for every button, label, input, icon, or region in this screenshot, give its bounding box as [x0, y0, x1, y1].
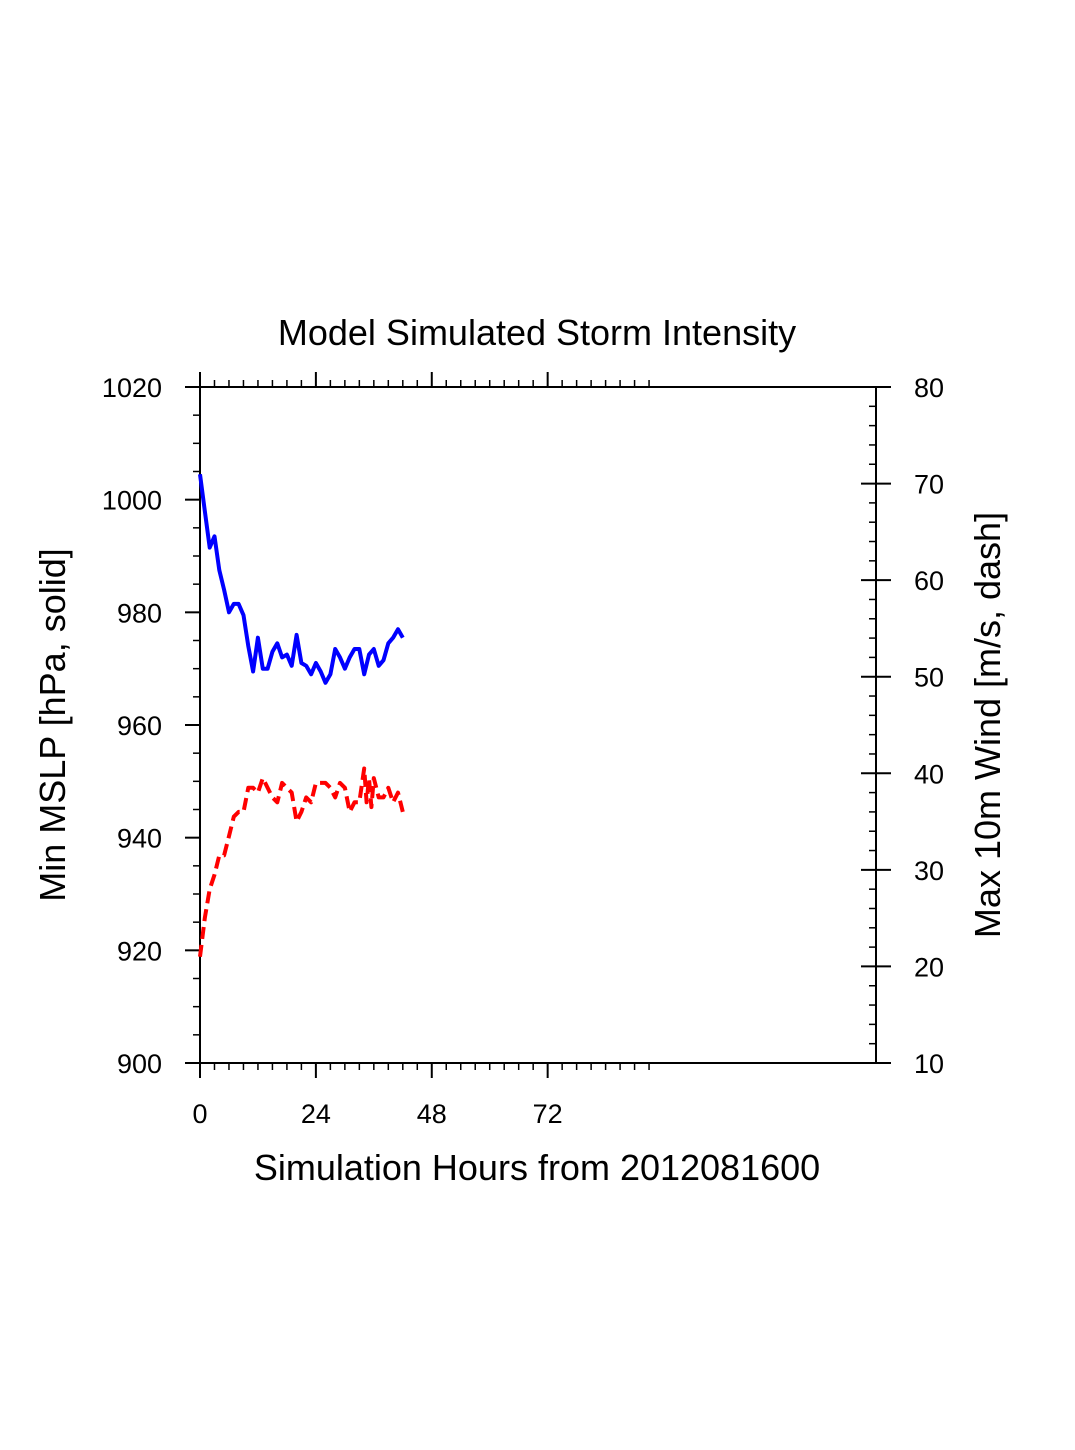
y-right-tick-label: 50 [914, 663, 944, 693]
y-left-tick-label: 1020 [102, 373, 162, 403]
y-right-tick-label: 80 [914, 373, 944, 403]
y-right-tick-label: 60 [914, 566, 944, 596]
y-left-tick-label: 960 [117, 711, 162, 741]
y-left-tick-label: 900 [117, 1049, 162, 1079]
min-mslp-solid-line [198, 474, 405, 685]
y-right-tick-label: 30 [914, 856, 944, 886]
y-left-tick-label: 980 [117, 598, 162, 628]
tick-labels: 0 24 48 72900920940960980100010201020304050… [102, 373, 944, 1129]
y-right-tick-label: 40 [914, 759, 944, 789]
x-tick-label: 48 [417, 1099, 447, 1129]
y-left-tick-label: 920 [117, 936, 162, 966]
max-wind-dashed-line [198, 766, 405, 958]
y-right-tick-label: 10 [914, 1049, 944, 1079]
y-right-tick-label: 70 [914, 470, 944, 500]
y-axis-label-left: Min MSLP [hPa, solid] [32, 548, 73, 902]
x-axis-label: Simulation Hours from 2012081600 [254, 1147, 820, 1188]
x-tick-label: 0 [192, 1099, 207, 1129]
plot-frame [199, 386, 877, 1064]
chart-title: Model Simulated Storm Intensity [278, 312, 796, 353]
y-axis-label-right: Max 10m Wind [m/s, dash] [967, 512, 1008, 938]
data-series [198, 474, 405, 958]
y-left-tick-label: 1000 [102, 486, 162, 516]
y-left-tick-label: 940 [117, 824, 162, 854]
tick-marks [185, 372, 891, 1078]
x-tick-label: 72 [533, 1099, 563, 1129]
x-tick-label: 24 [301, 1099, 331, 1129]
y-right-tick-label: 20 [914, 952, 944, 982]
